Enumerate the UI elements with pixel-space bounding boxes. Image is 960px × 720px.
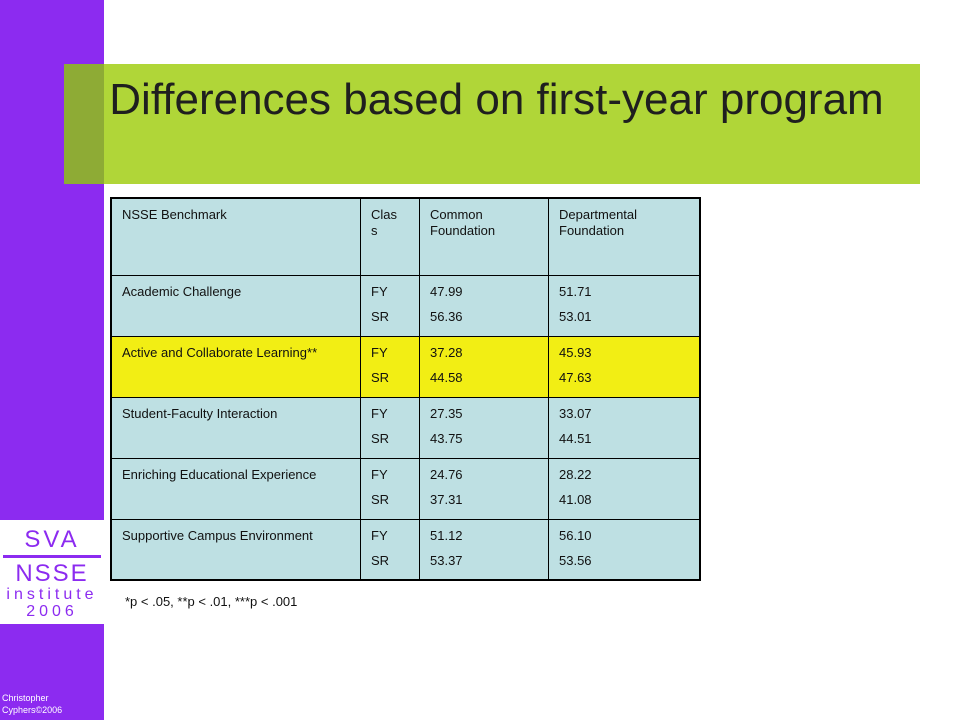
dept-sr-value: 47.63 bbox=[559, 369, 592, 385]
dept-fy-value: 51.71 bbox=[559, 283, 592, 299]
common-sr-value: 53.37 bbox=[430, 552, 463, 568]
dept-cell: 28.22 41.08 bbox=[548, 457, 701, 520]
logo-year-text: 2006 bbox=[26, 603, 78, 620]
dept-fy-value: 45.93 bbox=[559, 344, 592, 360]
dept-sr-value: 53.56 bbox=[559, 552, 592, 568]
dept-fy-value: 28.22 bbox=[559, 466, 592, 482]
dept-cell: 33.07 44.51 bbox=[548, 396, 701, 459]
common-cell: 47.99 56.36 bbox=[419, 274, 549, 337]
header-class: Clas s bbox=[360, 197, 420, 276]
benchmark-cell: Student-Faculty Interaction bbox=[110, 396, 361, 459]
benchmark-cell: Active and Collaborate Learning** bbox=[110, 335, 361, 398]
header-benchmark: NSSE Benchmark bbox=[110, 197, 361, 276]
table-row-highlighted: Active and Collaborate Learning** FY SR 3… bbox=[110, 335, 701, 398]
class-fy: FY bbox=[371, 344, 388, 360]
class-fy: FY bbox=[371, 405, 388, 421]
class-sr: SR bbox=[371, 308, 390, 324]
common-fy-value: 51.12 bbox=[430, 527, 463, 543]
common-sr-value: 44.58 bbox=[430, 369, 463, 385]
class-fy: FY bbox=[371, 283, 388, 299]
credit-copyright: Cyphers©2006 bbox=[2, 705, 63, 715]
header-common-foundation: Common Foundation bbox=[419, 197, 549, 276]
table-row: Supportive Campus Environment FY SR 51.12… bbox=[110, 518, 701, 581]
author-credit: Christopher Cyphers©2006 bbox=[2, 692, 102, 716]
class-cell: FY SR bbox=[360, 396, 420, 459]
dept-cell: 45.93 47.63 bbox=[548, 335, 701, 398]
logo-nsse-text: NSSE bbox=[15, 560, 89, 587]
dept-sr-value: 53.01 bbox=[559, 308, 592, 324]
benchmark-table: NSSE Benchmark Clas s Common Foundation … bbox=[110, 197, 701, 581]
class-sr: SR bbox=[371, 430, 390, 446]
class-cell: FY SR bbox=[360, 518, 420, 581]
dept-cell: 51.71 53.01 bbox=[548, 274, 701, 337]
class-cell: FY SR bbox=[360, 457, 420, 520]
common-fy-value: 24.76 bbox=[430, 466, 463, 482]
logo-divider bbox=[3, 555, 101, 558]
common-sr-value: 43.75 bbox=[430, 430, 463, 446]
dept-fy-value: 33.07 bbox=[559, 405, 592, 421]
class-sr: SR bbox=[371, 369, 390, 385]
table-row: Student-Faculty Interaction FY SR 27.35 43… bbox=[110, 396, 701, 459]
common-sr-value: 56.36 bbox=[430, 308, 463, 324]
dept-fy-value: 56.10 bbox=[559, 527, 592, 543]
common-sr-value: 37.31 bbox=[430, 491, 463, 507]
common-cell: 51.12 53.37 bbox=[419, 518, 549, 581]
table-header-row: NSSE Benchmark Clas s Common Foundation … bbox=[110, 197, 701, 276]
class-fy: FY bbox=[371, 527, 388, 543]
slide-title: Differences based on first-year program bbox=[109, 75, 884, 124]
title-band-accent bbox=[64, 64, 104, 184]
significance-footnote: *p < .05, **p < .01, ***p < .001 bbox=[125, 594, 298, 609]
dept-sr-value: 44.51 bbox=[559, 430, 592, 446]
title-band bbox=[104, 64, 920, 184]
common-fy-value: 37.28 bbox=[430, 344, 463, 360]
benchmark-cell: Supportive Campus Environment bbox=[110, 518, 361, 581]
header-departmental-foundation: Departmental Foundation bbox=[548, 197, 701, 276]
common-cell: 37.28 44.58 bbox=[419, 335, 549, 398]
table-row: Enriching Educational Experience FY SR 24… bbox=[110, 457, 701, 520]
dept-sr-value: 41.08 bbox=[559, 491, 592, 507]
credit-name: Christopher bbox=[2, 693, 49, 703]
common-cell: 27.35 43.75 bbox=[419, 396, 549, 459]
class-sr: SR bbox=[371, 491, 390, 507]
table-row: Academic Challenge FY SR 47.99 56.36 51.71… bbox=[110, 274, 701, 337]
class-fy: FY bbox=[371, 466, 388, 482]
class-cell: FY SR bbox=[360, 335, 420, 398]
sva-nsse-logo: SVA NSSE institute 2006 bbox=[0, 520, 104, 624]
common-fy-value: 47.99 bbox=[430, 283, 463, 299]
benchmark-cell: Academic Challenge bbox=[110, 274, 361, 337]
class-sr: SR bbox=[371, 552, 390, 568]
dept-cell: 56.10 53.56 bbox=[548, 518, 701, 581]
common-fy-value: 27.35 bbox=[430, 405, 463, 421]
common-cell: 24.76 37.31 bbox=[419, 457, 549, 520]
benchmark-cell: Enriching Educational Experience bbox=[110, 457, 361, 520]
class-cell: FY SR bbox=[360, 274, 420, 337]
logo-sva-text: SVA bbox=[24, 526, 80, 553]
logo-institute-text: institute bbox=[6, 586, 98, 603]
